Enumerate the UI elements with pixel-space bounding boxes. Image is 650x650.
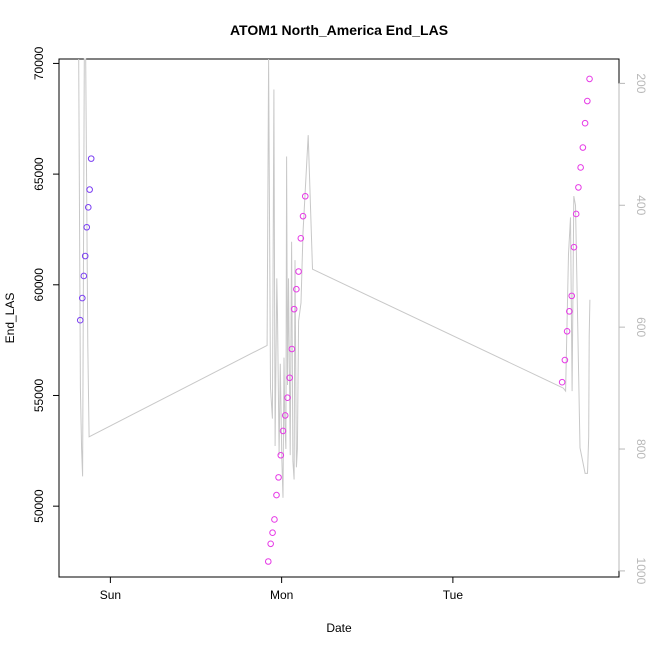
data-point bbox=[271, 516, 278, 523]
data-point bbox=[566, 308, 573, 315]
data-point bbox=[279, 427, 287, 435]
data-point bbox=[80, 272, 88, 280]
data-point bbox=[575, 184, 582, 191]
data-point bbox=[568, 292, 576, 300]
data-point bbox=[570, 243, 578, 251]
data-point bbox=[284, 394, 291, 401]
y2-tick-label: 600 bbox=[634, 317, 648, 337]
y-tick-label: 70000 bbox=[32, 46, 46, 80]
data-point bbox=[78, 294, 86, 302]
data-point bbox=[277, 451, 285, 459]
line-layer bbox=[78, 58, 591, 498]
data-point bbox=[290, 305, 298, 313]
data-point bbox=[586, 75, 593, 83]
y2-tick-label: 1000 bbox=[634, 558, 648, 585]
data-point bbox=[84, 204, 92, 211]
data-point bbox=[561, 356, 569, 364]
data-point bbox=[288, 345, 296, 353]
data-point bbox=[81, 252, 89, 260]
data-point bbox=[275, 474, 282, 481]
plot-frame bbox=[58, 58, 620, 578]
y-tick-label: 50000 bbox=[32, 489, 46, 523]
data-point bbox=[273, 491, 280, 499]
data-point bbox=[76, 316, 84, 324]
data-point bbox=[563, 327, 571, 335]
data-point bbox=[269, 529, 276, 537]
y-tick-label: 60000 bbox=[32, 268, 46, 302]
data-point bbox=[293, 285, 300, 293]
x-axis-label: Date bbox=[326, 621, 352, 635]
y-tick-label: 65000 bbox=[32, 157, 46, 191]
x-tick-label: Mon bbox=[270, 588, 293, 602]
y-axis-right: 200 400 600 800 1000 bbox=[618, 73, 648, 585]
data-point bbox=[579, 144, 587, 151]
data-point bbox=[286, 374, 293, 382]
chart-title: ATOM1 North_America End_LAS bbox=[230, 22, 448, 38]
data-point bbox=[581, 119, 589, 127]
x-tick-label: Sun bbox=[100, 588, 121, 602]
data-point bbox=[301, 192, 309, 200]
data-point bbox=[83, 223, 91, 231]
data-point bbox=[558, 378, 566, 386]
data-point bbox=[297, 235, 305, 242]
data-point bbox=[584, 97, 591, 105]
y2-tick-label: 200 bbox=[634, 73, 648, 93]
data-point bbox=[299, 212, 307, 220]
data-point bbox=[572, 210, 580, 218]
x-tick-label: Tue bbox=[443, 588, 464, 602]
data-point bbox=[295, 268, 302, 275]
data-point bbox=[87, 155, 95, 162]
y-tick-label: 55000 bbox=[32, 378, 46, 412]
series-line bbox=[78, 58, 591, 498]
data-point bbox=[281, 412, 289, 419]
x-axis: Sun Mon Tue bbox=[100, 577, 464, 602]
points-layer bbox=[76, 75, 593, 565]
y-axis-left: 50000 55000 60000 65000 70000 bbox=[32, 46, 59, 523]
data-point bbox=[267, 540, 274, 548]
y2-tick-label: 800 bbox=[634, 439, 648, 459]
data-point bbox=[577, 164, 584, 171]
y2-tick-label: 400 bbox=[634, 195, 648, 215]
data-point bbox=[264, 558, 272, 565]
data-point bbox=[86, 186, 93, 193]
y-axis-label: End_LAS bbox=[3, 293, 17, 344]
